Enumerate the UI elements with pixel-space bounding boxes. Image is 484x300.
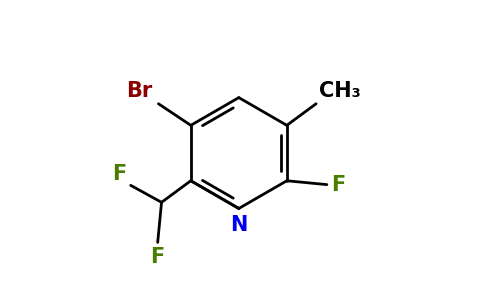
Text: F: F (332, 175, 346, 195)
Text: N: N (230, 214, 247, 235)
Text: F: F (112, 164, 126, 184)
Text: Br: Br (126, 81, 152, 101)
Text: F: F (151, 247, 165, 267)
Text: CH₃: CH₃ (319, 81, 361, 101)
